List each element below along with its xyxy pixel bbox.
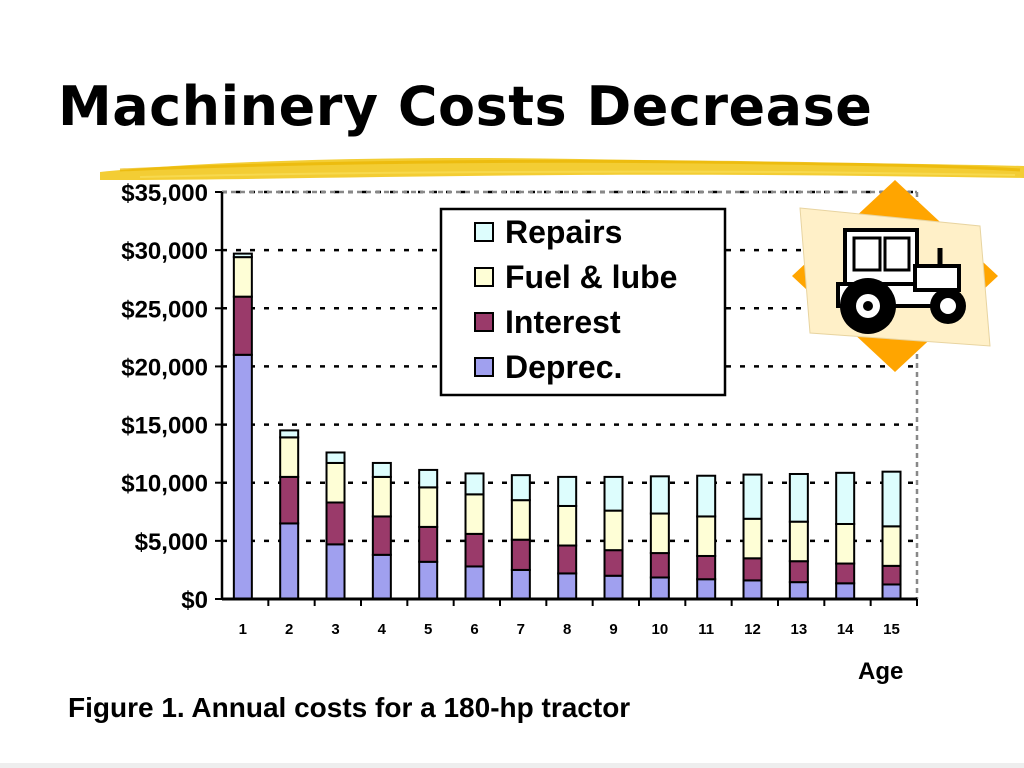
legend-swatch (474, 357, 494, 377)
y-tick-label: $10,000 (121, 471, 208, 498)
bar-segment-interest (510, 538, 531, 571)
x-tick-label: 5 (424, 621, 432, 638)
y-tick-label: $25,000 (121, 296, 208, 323)
bar-segment-fuel-lube (232, 256, 253, 298)
bar-segment-fuel-lube (881, 525, 902, 567)
bar-segment-deprec (232, 353, 253, 600)
bar-segment-interest (279, 475, 300, 525)
bar-segment-repairs (371, 461, 392, 478)
bar-segment-fuel-lube (649, 512, 670, 555)
bar-segment-interest (418, 525, 439, 563)
bar-segment-interest (788, 560, 809, 584)
bar-segment-interest (603, 549, 624, 577)
legend-swatch (474, 222, 494, 242)
tractor-clipart (792, 180, 998, 372)
x-tick-label: 13 (791, 621, 808, 638)
bar-segment-repairs (325, 451, 346, 464)
bar-segment-repairs (742, 473, 763, 520)
x-tick-label: 1 (239, 621, 247, 638)
bar-segment-fuel-lube (371, 475, 392, 518)
title-underline-brushstroke (100, 158, 1024, 180)
y-tick-label: $30,000 (121, 238, 208, 265)
bar-segment-deprec (603, 574, 624, 601)
x-tick-label: 10 (652, 621, 669, 638)
legend-label: Interest (505, 304, 621, 340)
bar-segment-repairs (788, 472, 809, 523)
bar-segment-fuel-lube (510, 499, 531, 541)
bar-segment-interest (371, 515, 392, 556)
x-axis-title: Age (858, 658, 904, 685)
bar-segment-fuel-lube (325, 461, 346, 504)
bar-segment-deprec (464, 565, 485, 601)
figure-caption: Figure 1. Annual costs for a 180-hp trac… (68, 692, 631, 723)
bar-segment-repairs (510, 474, 531, 502)
legend-swatch (474, 267, 494, 287)
bar-segment-deprec (557, 572, 578, 600)
x-tick-label: 4 (378, 621, 387, 638)
bar-segment-fuel-lube (696, 515, 717, 557)
bar-segment-fuel-lube (418, 486, 439, 528)
bar-segment-interest (881, 564, 902, 586)
bar-segment-repairs (649, 475, 670, 515)
bar-segment-deprec (649, 576, 670, 600)
legend-label: Deprec. (505, 349, 622, 385)
bar-segment-interest (696, 554, 717, 581)
bar-segment-deprec (418, 560, 439, 601)
x-tick-label: 8 (563, 621, 571, 638)
slide-title: Machinery Costs Decrease (58, 75, 873, 138)
bar-segment-deprec (835, 582, 856, 601)
bar-segment-interest (835, 562, 856, 585)
y-tick-label: $5,000 (135, 529, 208, 556)
bar-segment-repairs (603, 475, 624, 512)
bar-segment-repairs (557, 475, 578, 507)
bar-segment-repairs (464, 472, 485, 496)
x-tick-label: 6 (470, 621, 478, 638)
x-tick-label: 2 (285, 621, 293, 638)
bar-segment-deprec (696, 578, 717, 601)
bar-segment-repairs (279, 429, 300, 439)
legend-label: Fuel & lube (505, 259, 677, 295)
bar-segment-interest (464, 532, 485, 568)
bar-segment-repairs (418, 468, 439, 489)
bar-segment-fuel-lube (464, 493, 485, 535)
bar-segment-repairs (232, 252, 253, 259)
x-tick-label: 3 (331, 621, 339, 638)
bar-segment-repairs (835, 471, 856, 525)
bar-segment-interest (232, 295, 253, 356)
x-tick-label: 7 (517, 621, 525, 638)
y-tick-label: $20,000 (121, 354, 208, 381)
x-tick-label: 11 (698, 621, 714, 638)
bar-segment-fuel-lube (603, 509, 624, 552)
bar-segment-deprec (510, 568, 531, 601)
bar-segment-fuel-lube (557, 504, 578, 547)
x-tick-label: 9 (609, 621, 617, 638)
x-tick-label: 12 (744, 621, 761, 638)
bar-segment-deprec (788, 581, 809, 600)
x-tick-label: 14 (837, 621, 854, 638)
legend-label: Repairs (505, 214, 622, 250)
bar-segment-interest (742, 557, 763, 582)
bar-segment-interest (649, 552, 670, 579)
footer-divider (0, 763, 1024, 768)
bar-segment-fuel-lube (835, 522, 856, 565)
legend-swatch (474, 312, 494, 332)
tractor-icon (792, 180, 998, 372)
y-tick-label: $0 (181, 587, 208, 614)
x-tick-label: 15 (883, 621, 900, 638)
bar-segment-interest (325, 501, 346, 546)
bar-segment-deprec (742, 579, 763, 601)
bar-segment-repairs (881, 470, 902, 528)
bar-segment-fuel-lube (788, 520, 809, 563)
bar-segment-deprec (371, 553, 392, 600)
bar-segment-interest (557, 544, 578, 575)
bar-segment-repairs (696, 474, 717, 518)
bar-segment-deprec (881, 583, 902, 601)
bar-segment-fuel-lube (279, 436, 300, 478)
y-tick-label: $35,000 (121, 180, 208, 207)
bar-segment-deprec (279, 522, 300, 601)
bar-segment-deprec (325, 543, 346, 600)
bar-segment-fuel-lube (742, 517, 763, 560)
y-tick-label: $15,000 (121, 413, 208, 440)
